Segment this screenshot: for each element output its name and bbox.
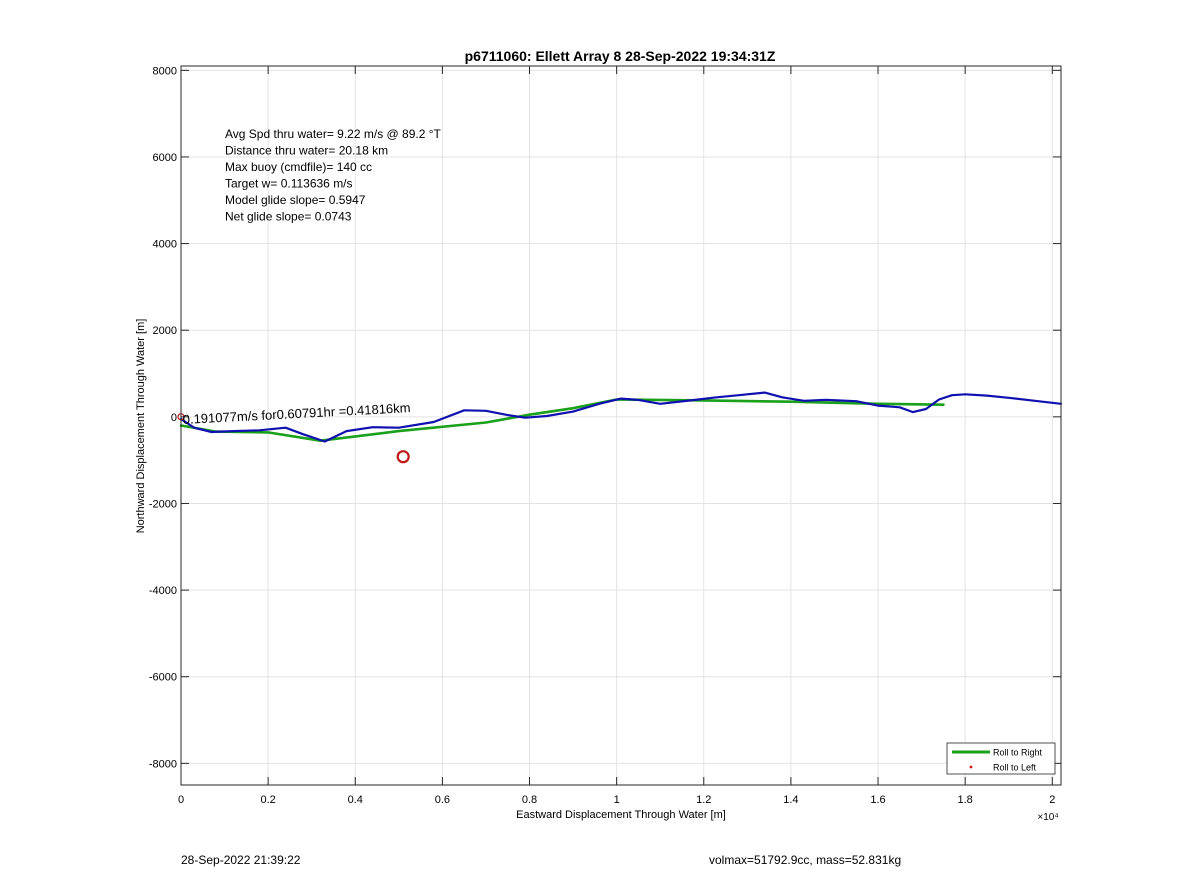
series-line-track: [179, 391, 1063, 443]
x-axis-label: Eastward Displacement Through Water [m]: [516, 809, 726, 821]
chart-title: p6711060: Ellett Array 8 28-Sep-2022 19:…: [465, 48, 776, 64]
y-tick-label: 8000: [153, 65, 177, 77]
annotation-block: Avg Spd thru water= 9.22 m/s @ 89.2 °T Di…: [225, 127, 442, 224]
y-axis-label: Northward Displacement Through Water [m]: [135, 319, 147, 534]
axis-ticks: 0 0.2 0.4 0.6 0.8 1 1.2 1.4 1.6 1.8 2 -8000 -6000 -40…: [149, 65, 1061, 806]
y-tick-label: 2000: [153, 325, 177, 337]
legend-box: [946, 742, 1056, 775]
series-group: [177, 391, 1063, 464]
y-tick-label: -4000: [149, 585, 177, 597]
x-tick-label: 1: [614, 794, 620, 806]
plot-area-frame: [180, 65, 1062, 786]
x-tick-label: 2: [1049, 794, 1055, 806]
waypoint-marker: [396, 450, 410, 464]
y-tick-label: 4000: [153, 239, 177, 251]
annotation-line: Model glide slope= 0.5947: [225, 193, 366, 207]
annotation-line: Avg Spd thru water= 9.22 m/s @ 89.2 °T: [225, 127, 442, 141]
annotation-line: Net glide slope= 0.0743: [225, 210, 352, 224]
y-tick-label: -2000: [149, 498, 177, 510]
footer-volmax-mass: volmax=51792.9cc, mass=52.831kg: [709, 853, 902, 867]
x-tick-label: 0.6: [435, 794, 450, 806]
y-tick-label: 6000: [153, 152, 177, 164]
x-tick-label: 1.4: [783, 794, 798, 806]
x-tick-label: 0.2: [260, 794, 275, 806]
x-tick-label: 0.4: [348, 794, 363, 806]
x-axis-exponent: ×10⁴: [1037, 812, 1058, 823]
annotation-line: Distance thru water= 20.18 km: [225, 144, 388, 158]
x-tick-label: 1.2: [696, 794, 711, 806]
y-tick-label: -8000: [149, 758, 177, 770]
annotation-line: Max buoy (cmdfile)= 140 cc: [225, 160, 372, 174]
x-tick-label: 1.8: [958, 794, 973, 806]
y-tick-label: 0: [171, 412, 177, 424]
grid: [180, 66, 1061, 785]
legend: Roll to Right Roll to Left: [946, 742, 1056, 775]
legend-swatch-dot: [969, 765, 973, 769]
footer-timestamp: 28-Sep-2022 21:39:22: [181, 853, 301, 867]
x-tick-label: 0: [178, 794, 184, 806]
series-line-roll-to-right: [179, 398, 945, 443]
y-tick-label: -6000: [149, 672, 177, 684]
legend-label: Roll to Left: [993, 763, 1037, 773]
x-tick-label: 1.6: [870, 794, 885, 806]
x-tick-label: 0.8: [522, 794, 537, 806]
annotation-line: Target w= 0.113636 m/s: [225, 177, 353, 191]
legend-label: Roll to Right: [993, 748, 1043, 758]
